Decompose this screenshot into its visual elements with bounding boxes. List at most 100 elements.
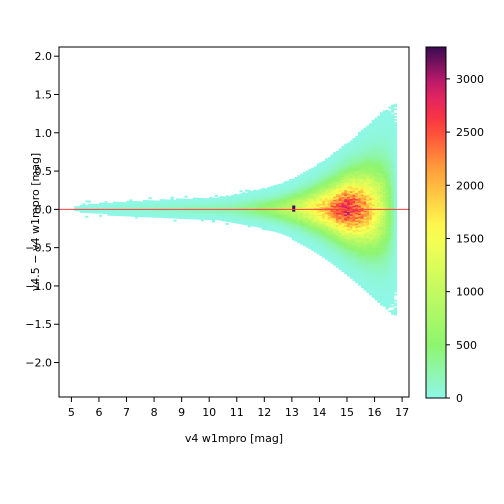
heatmap-cell (324, 195, 329, 198)
heatmap-cell (313, 244, 318, 247)
heatmap-cell (341, 153, 345, 156)
heatmap-cell (366, 195, 370, 198)
heatmap-cell (300, 216, 304, 219)
heatmap-cell (349, 233, 353, 236)
heatmap-cell (344, 155, 348, 158)
heatmap-cell (79, 209, 83, 212)
heatmap-cell (269, 193, 273, 196)
heatmap-cell (297, 218, 301, 221)
heatmap-cell (261, 188, 265, 190)
heatmap-cell (330, 240, 334, 243)
heatmap-cell (333, 196, 337, 199)
heatmap-cell (382, 160, 386, 163)
heatmap-cell (112, 210, 116, 213)
heatmap-cell (126, 211, 130, 214)
heatmap-cell (391, 268, 395, 271)
heatmap-cell (366, 131, 370, 134)
heatmap-cell (211, 200, 216, 203)
heatmap-cell (393, 134, 397, 137)
heatmap-cell (264, 200, 268, 203)
heatmap-cell (234, 218, 238, 221)
heatmap-cell (300, 210, 304, 213)
heatmap-cell (355, 276, 359, 279)
heatmap-cell (333, 171, 337, 174)
heatmap-cell (322, 255, 326, 258)
heatmap-cell (327, 210, 331, 213)
heatmap-cell (206, 218, 210, 221)
heatmap-cell (313, 232, 318, 235)
heatmap-cell (338, 195, 342, 198)
heatmap-cell (352, 205, 356, 208)
heatmap-cell (330, 169, 334, 172)
heatmap-cell (289, 198, 293, 201)
heatmap-cell (245, 211, 249, 214)
heatmap-cell (363, 190, 367, 193)
heatmap-cell (308, 233, 312, 236)
heatmap-cell (346, 249, 351, 252)
heatmap-cell (371, 133, 375, 136)
heatmap-cell (391, 152, 395, 155)
heatmap-cell (327, 209, 331, 212)
heatmap-cell (319, 211, 323, 214)
heatmap-cell (137, 215, 141, 217)
heatmap-cell (358, 159, 362, 162)
heatmap-cell (311, 187, 315, 190)
heatmap-cell (374, 157, 378, 160)
heatmap-cell (203, 210, 207, 213)
heatmap-cell (316, 214, 320, 216)
heatmap-cell (192, 199, 196, 202)
heatmap-cell (371, 200, 375, 203)
heatmap-cell (305, 187, 309, 190)
heatmap-cell (382, 173, 386, 176)
heatmap-cell (333, 243, 337, 246)
heatmap-cell (291, 183, 296, 186)
heatmap-cell (391, 169, 395, 171)
heatmap-cell (319, 244, 323, 247)
heatmap-cell (374, 214, 378, 217)
heatmap-cell (346, 236, 351, 239)
heatmap-cell (167, 205, 172, 208)
heatmap-cell (324, 257, 329, 260)
heatmap-cell (297, 216, 301, 219)
heatmap-cell (344, 270, 348, 273)
heatmap-cell (261, 224, 265, 227)
heatmap-cell (198, 207, 202, 209)
heatmap-cell (341, 175, 345, 178)
heatmap-cell (333, 253, 337, 256)
heatmap-cell (269, 203, 273, 206)
heatmap-cell (286, 183, 290, 186)
heatmap-cell (388, 169, 392, 172)
heatmap-cell (344, 200, 348, 203)
heatmap-cell (300, 242, 304, 245)
heatmap-cell (330, 257, 334, 260)
heatmap-cell (382, 265, 386, 267)
heatmap-cell (393, 140, 397, 143)
heatmap-cell (369, 181, 373, 184)
heatmap-cell (272, 191, 276, 194)
heatmap-cell (269, 187, 273, 190)
heatmap-cell (300, 241, 304, 244)
heatmap-cell (338, 238, 342, 241)
heatmap-cell (385, 220, 389, 223)
heatmap-cell (349, 187, 353, 190)
heatmap-cell (346, 188, 351, 191)
heatmap-cell (371, 138, 375, 141)
heatmap-cell (311, 245, 315, 248)
heatmap-cell (327, 197, 331, 199)
heatmap-cell (355, 210, 359, 213)
heatmap-cell (236, 211, 240, 214)
heatmap-cell (371, 277, 375, 280)
heatmap-cell (369, 178, 373, 181)
heatmap-cell (363, 198, 367, 201)
heatmap-cell (96, 210, 100, 213)
heatmap-cell (278, 214, 282, 217)
heatmap-cell (189, 215, 194, 218)
heatmap-cell (283, 228, 287, 231)
heatmap-cell (159, 203, 163, 206)
heatmap-cell (316, 184, 320, 187)
heatmap-cell (352, 170, 356, 173)
heatmap-cell (280, 221, 285, 224)
heatmap-cell (280, 204, 285, 207)
heatmap-cell (256, 194, 260, 197)
heatmap-cell (349, 220, 353, 222)
